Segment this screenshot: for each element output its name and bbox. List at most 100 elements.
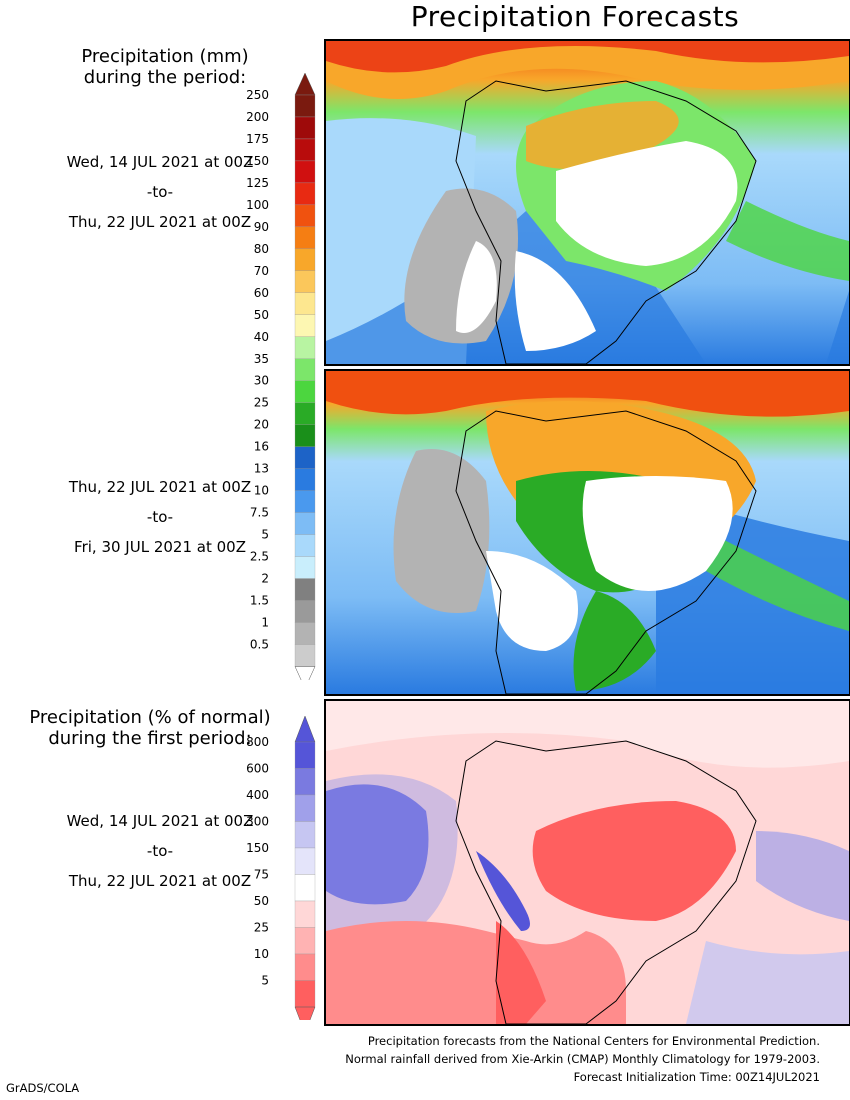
map-percent-normal (324, 699, 850, 1026)
page-title: Precipitation Forecasts (410, 0, 740, 33)
period1-dates: Wed, 14 JUL 2021 at 00Z -to- Thu, 22 JUL… (20, 147, 300, 237)
precip-mm-swatch (294, 160, 316, 184)
precip-mm-tick-label: 7.5 (250, 506, 269, 520)
precip-mm-swatch (294, 314, 316, 337)
legend-mm-header: Precipitation (mm) during the period: (40, 46, 290, 88)
precip-mm-tick-label: 0.5 (250, 638, 269, 652)
legend-pct-header-line1: Precipitation (% of normal) (29, 707, 271, 728)
period3-end: Thu, 22 JUL 2021 at 00Z (68, 872, 252, 890)
precip-pct-tick-label: 150 (246, 841, 269, 855)
precip-mm-swatch (294, 424, 316, 447)
precip-mm-tick-label: 5 (261, 528, 269, 542)
precip-mm-colorbar: 2502001751501251009080706050403530252016… (246, 72, 316, 680)
period2-end: Fri, 30 JUL 2021 at 00Z (74, 538, 246, 556)
precip-mm-tick-label: 30 (254, 374, 269, 388)
precip-mm-tick-label: 1.5 (250, 594, 269, 608)
precip-mm-swatch (294, 270, 316, 293)
precip-mm-tick-label: 20 (254, 418, 269, 432)
precip-mm-tick-label: 16 (254, 440, 269, 454)
precip-mm-tick-label: 40 (254, 330, 269, 344)
precip-mm-tick-label: 125 (246, 176, 269, 190)
precip-mm-swatch (294, 116, 316, 140)
period2-dates: Thu, 22 JUL 2021 at 00Z -to- Fri, 30 JUL… (20, 472, 300, 562)
precip-pct-tick-label: 600 (246, 762, 269, 776)
map-period1 (324, 39, 850, 366)
precip-mm-tick-label: 2 (261, 572, 269, 586)
precip-mm-top-arrow (294, 72, 316, 96)
precip-mm-tick-label: 100 (246, 198, 269, 212)
precip-mm-swatch (294, 94, 316, 118)
precip-mm-swatch (294, 622, 316, 645)
precip-pct-colorbar: 800 600 400 300 150 75 50 25 10 5 (246, 715, 316, 1020)
footer: Precipitation forecasts from the Nationa… (345, 1032, 820, 1086)
precip-mm-tick-label: 2.5 (250, 550, 269, 564)
precip-mm-tick-label: 10 (254, 484, 269, 498)
precip-mm-tick-label: 25 (254, 396, 269, 410)
map-percent-normal-canvas (326, 701, 849, 1024)
map-period2-canvas (326, 371, 849, 694)
precip-mm-tick-label: 13 (254, 462, 269, 476)
precip-mm-swatch (294, 182, 316, 206)
precip-pct-swatch (294, 847, 316, 875)
precip-pct-swatch (294, 741, 316, 769)
legend-mm-header-line1: Precipitation (mm) (81, 46, 249, 67)
precip-mm-swatch (294, 336, 316, 359)
precip-mm-tick-label: 150 (246, 154, 269, 168)
period1-start: Wed, 14 JUL 2021 at 00Z (66, 153, 254, 171)
precip-mm-swatch (294, 512, 316, 535)
precip-mm-tick-label: 250 (246, 88, 269, 102)
footer-line3: Forecast Initialization Time: 00Z14JUL20… (573, 1070, 820, 1084)
precip-pct-tick-label: 75 (254, 868, 269, 882)
precip-pct-swatch (294, 794, 316, 822)
precip-mm-swatch (294, 644, 316, 667)
precip-pct-swatch (294, 768, 316, 796)
map-period2 (324, 369, 850, 696)
precip-pct-top-arrow (294, 715, 316, 743)
precip-mm-tick-label: 35 (254, 352, 269, 366)
precip-pct-swatch (294, 980, 316, 1008)
precip-pct-swatch (294, 821, 316, 849)
precip-pct-swatch (294, 953, 316, 981)
precip-pct-tick-label: 50 (254, 894, 269, 908)
brand-label: GrADS/COLA (6, 1081, 80, 1095)
precip-mm-swatch (294, 402, 316, 425)
precip-pct-tick-label: 800 (246, 735, 269, 749)
precip-mm-swatch (294, 292, 316, 315)
precip-mm-tick-label: 60 (254, 286, 269, 300)
precip-mm-swatch (294, 468, 316, 491)
precip-pct-swatch (294, 874, 316, 902)
period1-end: Thu, 22 JUL 2021 at 00Z (68, 213, 252, 231)
precip-mm-swatch (294, 578, 316, 601)
precip-pct-tick-label: 5 (261, 974, 269, 988)
precip-pct-tick-label: 25 (254, 921, 269, 935)
legend-pct-header-line2: during the first period: (48, 728, 252, 749)
period2-start: Thu, 22 JUL 2021 at 00Z (68, 478, 252, 496)
precip-mm-swatch (294, 138, 316, 162)
map-period1-canvas (326, 41, 849, 364)
precip-mm-swatch (294, 600, 316, 623)
precip-mm-tick-label: 50 (254, 308, 269, 322)
precip-mm-tick-label: 70 (254, 264, 269, 278)
precip-mm-tick-label: 200 (246, 110, 269, 124)
period3-start: Wed, 14 JUL 2021 at 00Z (66, 812, 254, 830)
precip-mm-swatch (294, 556, 316, 579)
footer-line2: Normal rainfall derived from Xie-Arkin (… (345, 1052, 820, 1066)
precip-mm-tick-label: 80 (254, 242, 269, 256)
period1-sep: -to- (146, 183, 174, 201)
legend-mm-header-line2: during the period: (83, 67, 247, 88)
precip-mm-swatch (294, 534, 316, 557)
period2-sep: -to- (146, 508, 174, 526)
precip-mm-swatch (294, 226, 316, 250)
precip-pct-bottom-arrow (294, 1006, 316, 1020)
precip-mm-swatch (294, 490, 316, 513)
period3-sep: -to- (146, 842, 174, 860)
footer-line1: Precipitation forecasts from the Nationa… (367, 1034, 820, 1048)
precip-mm-swatch (294, 380, 316, 403)
precip-mm-tick-label: 1 (261, 616, 269, 630)
precip-pct-swatch (294, 927, 316, 955)
precip-mm-swatch (294, 446, 316, 469)
precip-pct-tick-label: 400 (246, 788, 269, 802)
precip-pct-tick-label: 10 (254, 947, 269, 961)
precip-mm-swatch (294, 358, 316, 381)
precip-mm-swatch (294, 204, 316, 228)
